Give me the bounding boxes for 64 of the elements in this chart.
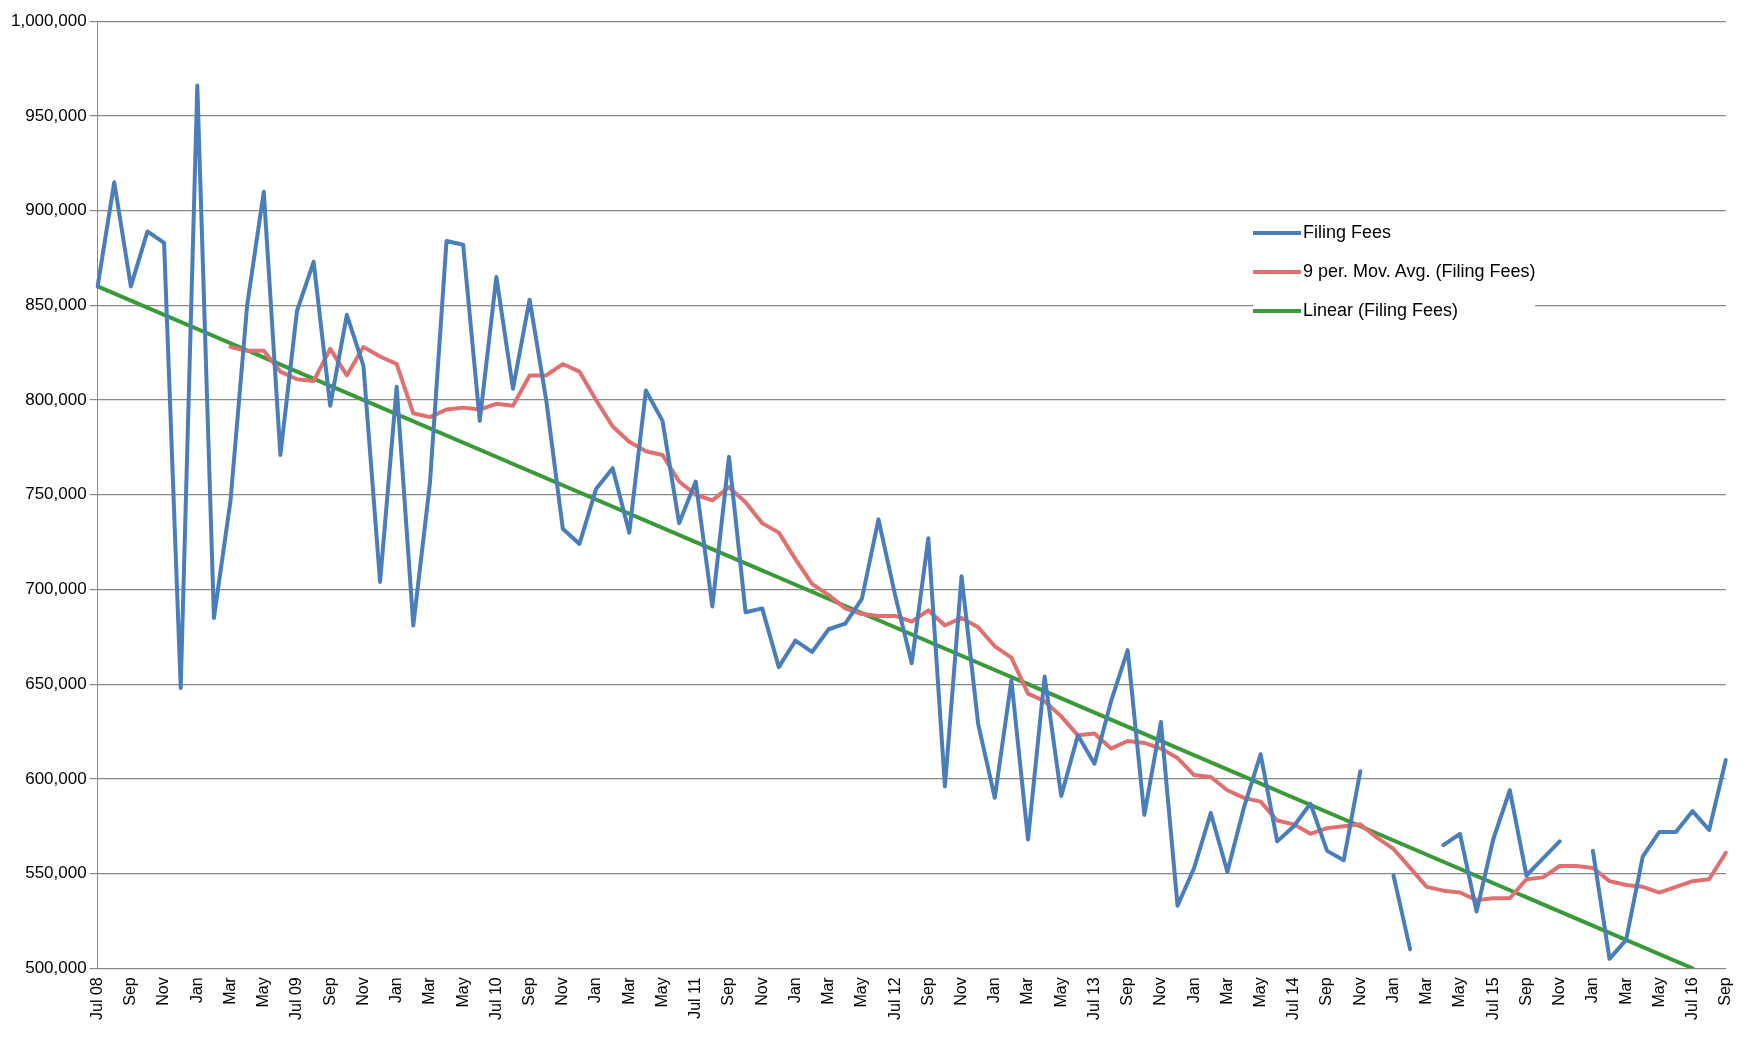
x-tick-label: Jul 12 [885, 977, 903, 1021]
y-tick-label: 800,000 [25, 389, 87, 409]
x-tick-label: Jul 10 [486, 977, 504, 1021]
y-tick-label: 750,000 [25, 484, 87, 504]
x-tick-label: Nov [154, 977, 172, 1006]
x-tick-label: Sep [1716, 977, 1734, 1006]
y-tick-label: 650,000 [25, 673, 87, 693]
y-tick-label: 900,000 [25, 200, 87, 220]
x-tick-label: Jul 09 [287, 977, 305, 1021]
legend-label: Linear (Filing Fees) [1303, 300, 1459, 321]
x-tick-label: May [852, 977, 870, 1008]
x-tick-label: Nov [1350, 977, 1368, 1006]
x-tick-label: Jan [1383, 977, 1401, 1004]
x-tick-label: May [1051, 977, 1069, 1008]
x-tick-label: Nov [951, 977, 969, 1006]
x-tick-label: Jul 13 [1084, 977, 1102, 1021]
legend-label: 9 per. Mov. Avg. (Filing Fees) [1303, 261, 1536, 282]
x-tick-label: Sep [1118, 977, 1136, 1006]
x-tick-label: Mar [1417, 976, 1435, 1005]
y-tick-label: 850,000 [25, 295, 87, 315]
x-tick-label: Sep [320, 977, 338, 1006]
x-tick-label: May [1450, 977, 1468, 1008]
x-tick-label: Sep [1317, 977, 1335, 1006]
x-tick-label: Mar [819, 976, 837, 1005]
y-tick-label: 950,000 [25, 105, 87, 125]
x-tick-label: Mar [1018, 976, 1036, 1005]
y-tick-label: 1,000,000 [10, 10, 87, 30]
x-tick-label: Mar [1217, 976, 1235, 1005]
y-tick-label: 700,000 [25, 579, 87, 599]
y-tick-label: 600,000 [25, 768, 87, 788]
x-tick-label: Jan [1184, 977, 1202, 1004]
x-tick-label: Nov [553, 977, 571, 1006]
x-tick-label: Jan [187, 977, 205, 1004]
x-tick-label: Sep [719, 977, 737, 1006]
x-tick-label: Jan [586, 977, 604, 1004]
x-tick-label: May [254, 977, 272, 1008]
x-tick-label: Mar [220, 976, 238, 1005]
x-tick-label: May [1649, 977, 1667, 1008]
x-tick-label: May [652, 977, 670, 1008]
y-tick-label: 500,000 [25, 957, 87, 977]
legend-label: Filing Fees [1303, 222, 1392, 243]
x-tick-label: May [453, 977, 471, 1008]
x-tick-label: Nov [752, 977, 770, 1006]
x-tick-label: Jan [1583, 977, 1601, 1004]
x-tick-label: Nov [1550, 977, 1568, 1006]
x-tick-label: Sep [1516, 977, 1534, 1006]
x-tick-label: Sep [918, 977, 936, 1006]
x-tick-label: Nov [1151, 977, 1169, 1006]
x-tick-label: Jul 08 [88, 977, 106, 1021]
x-tick-label: Jul 16 [1682, 977, 1700, 1021]
x-tick-label: Jul 15 [1483, 977, 1501, 1021]
x-tick-label: Nov [353, 977, 371, 1006]
x-tick-label: Mar [619, 976, 637, 1005]
x-tick-label: Jan [785, 977, 803, 1004]
x-tick-label: Sep [520, 977, 537, 1006]
x-tick-label: Jan [985, 977, 1003, 1004]
x-tick-label: Sep [121, 977, 139, 1006]
x-tick-label: Jul 14 [1284, 977, 1302, 1021]
y-tick-label: 550,000 [25, 863, 87, 883]
x-tick-label: Jan [387, 977, 405, 1004]
x-tick-label: Mar [420, 976, 438, 1005]
x-tick-label: Jul 11 [686, 977, 704, 1019]
x-tick-label: Mar [1616, 976, 1634, 1005]
x-tick-label: May [1251, 977, 1269, 1008]
